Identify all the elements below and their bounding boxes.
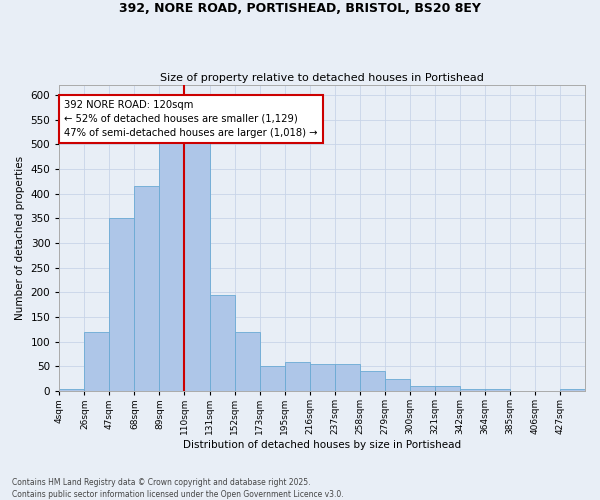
Bar <box>360 372 385 391</box>
Bar <box>460 388 485 391</box>
Bar <box>85 332 109 391</box>
X-axis label: Distribution of detached houses by size in Portishead: Distribution of detached houses by size … <box>183 440 461 450</box>
Bar <box>235 332 260 391</box>
Bar <box>184 130 209 391</box>
Bar <box>109 218 134 391</box>
Bar <box>209 295 235 391</box>
Bar <box>385 379 410 391</box>
Y-axis label: Number of detached properties: Number of detached properties <box>15 156 25 320</box>
Bar <box>134 186 160 391</box>
Bar <box>59 389 85 391</box>
Bar <box>335 364 360 391</box>
Bar <box>560 388 585 391</box>
Bar <box>160 130 184 391</box>
Bar <box>260 366 284 391</box>
Title: Size of property relative to detached houses in Portishead: Size of property relative to detached ho… <box>160 73 484 83</box>
Bar <box>284 362 310 391</box>
Text: 392 NORE ROAD: 120sqm
← 52% of detached houses are smaller (1,129)
47% of semi-d: 392 NORE ROAD: 120sqm ← 52% of detached … <box>64 100 318 138</box>
Bar <box>310 364 335 391</box>
Text: Contains HM Land Registry data © Crown copyright and database right 2025.
Contai: Contains HM Land Registry data © Crown c… <box>12 478 344 499</box>
Text: 392, NORE ROAD, PORTISHEAD, BRISTOL, BS20 8EY: 392, NORE ROAD, PORTISHEAD, BRISTOL, BS2… <box>119 2 481 16</box>
Bar <box>410 386 435 391</box>
Bar <box>485 388 510 391</box>
Bar <box>435 386 460 391</box>
